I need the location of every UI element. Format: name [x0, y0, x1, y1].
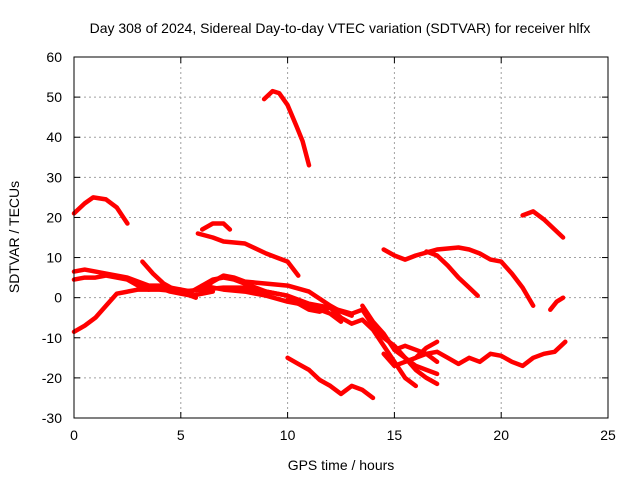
x-tick-label: 25: [600, 427, 616, 443]
series-line-arc-21: [548, 295, 566, 312]
series-line-arc-5: [140, 259, 199, 300]
y-tick-label: 60: [46, 49, 62, 65]
series-line-arc-18: [381, 245, 536, 308]
y-tick-label: -10: [42, 330, 62, 346]
y-tick-label: 10: [46, 250, 62, 266]
series-line-arc-8: [199, 283, 344, 324]
series-line-arc-9: [199, 221, 233, 232]
y-tick-label: 20: [46, 209, 62, 225]
x-tick-label: 15: [387, 427, 403, 443]
chart-title: Day 308 of 2024, Sidereal Day-to-day VTE…: [90, 20, 591, 36]
x-tick-label: 10: [280, 427, 296, 443]
series-line-arc-17: [402, 339, 568, 369]
y-tick-label: 30: [46, 169, 62, 185]
series-line-arc-13: [285, 297, 419, 389]
series-line-arc-20: [520, 209, 566, 240]
series-line-arc-7: [199, 273, 354, 318]
x-axis-label: GPS time / hours: [288, 457, 395, 473]
series-line-arc-12: [285, 355, 376, 401]
series-line-arc-19: [424, 249, 480, 298]
series-group: [71, 88, 568, 401]
plot-frame: [73, 56, 609, 419]
y-tick-label: -30: [42, 410, 62, 426]
x-tick-label: 0: [70, 427, 78, 443]
y-axis-label: SDTVAR / TECUs: [6, 181, 22, 293]
axis-ticks: 0 5 10 15 20 25 -30 -20 -10 0 10 20 30 40 50 60: [42, 49, 616, 443]
series-line-arc-10: [195, 231, 301, 278]
series-line-arc-1: [71, 195, 130, 226]
series-line-arc-16: [392, 343, 440, 365]
y-tick-label: 40: [46, 129, 62, 145]
x-tick-label: 20: [493, 427, 509, 443]
series-line-arc-14: [360, 303, 440, 387]
x-tick-label: 5: [177, 427, 185, 443]
y-tick-label: 0: [54, 290, 62, 306]
series-line-arc-11: [261, 88, 312, 168]
y-tick-label: -20: [42, 370, 62, 386]
y-tick-label: 50: [46, 89, 62, 105]
grid: [74, 57, 608, 418]
